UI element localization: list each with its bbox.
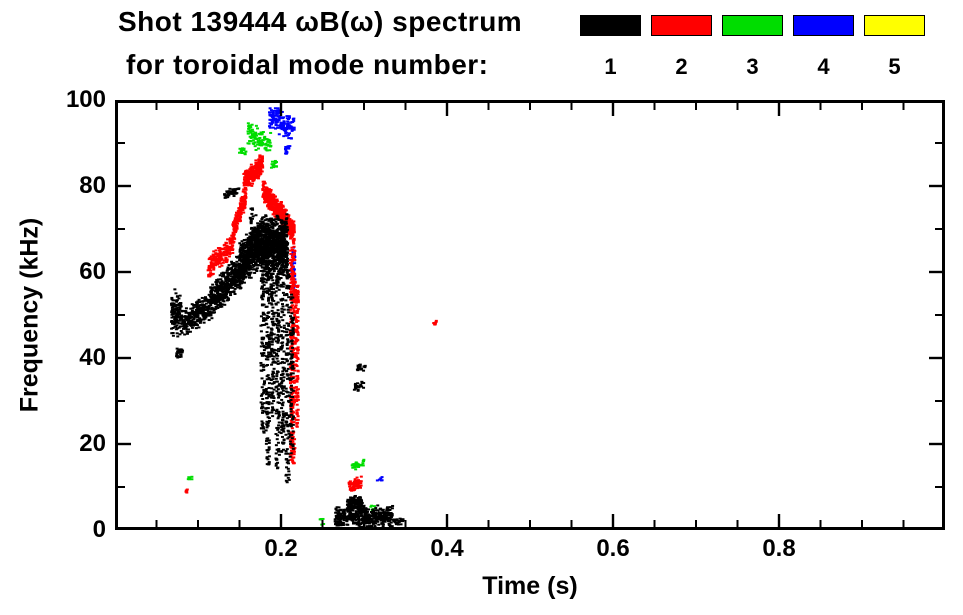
y-tick-label-20: 20 — [79, 430, 106, 457]
legend-mode-number-3: 3 — [746, 54, 759, 79]
legend-swatches — [580, 15, 925, 36]
legend-mode-number-5: 5 — [888, 54, 901, 79]
y-tick-label-40: 40 — [79, 344, 106, 371]
y-tick-label-0: 0 — [92, 516, 106, 543]
x-tick-label-0.6: 0.6 — [596, 535, 630, 562]
legend-swatch-mode-4 — [793, 15, 854, 36]
legend-mode-number-1: 1 — [604, 54, 617, 79]
legend-mode-numbers: 1 2 3 4 5 — [580, 54, 925, 80]
legend-mode-number-2: 2 — [675, 54, 688, 79]
y-tick-label-60: 60 — [79, 258, 106, 285]
x-axis-label: Time (s) — [482, 572, 578, 600]
legend-swatch-mode-3 — [722, 15, 783, 36]
legend-swatch-mode-5 — [864, 15, 925, 36]
legend-swatch-mode-2 — [651, 15, 712, 36]
x-tick-label-0.8: 0.8 — [762, 535, 796, 562]
chart-subtitle: for toroidal mode number: — [126, 49, 489, 80]
x-tick-label-0.4: 0.4 — [430, 535, 464, 562]
y-tick-label-80: 80 — [79, 172, 106, 199]
plot-canvas — [115, 100, 945, 530]
legend-mode-number-4: 4 — [817, 54, 830, 79]
legend-swatch-mode-1 — [580, 15, 641, 36]
y-tick-label-100: 100 — [65, 86, 106, 113]
x-tick-label-0.2: 0.2 — [264, 535, 298, 562]
y-axis-label: Frequency (kHz) — [15, 217, 44, 413]
chart-title: Shot 139444 ωB(ω) spectrum — [118, 6, 523, 37]
